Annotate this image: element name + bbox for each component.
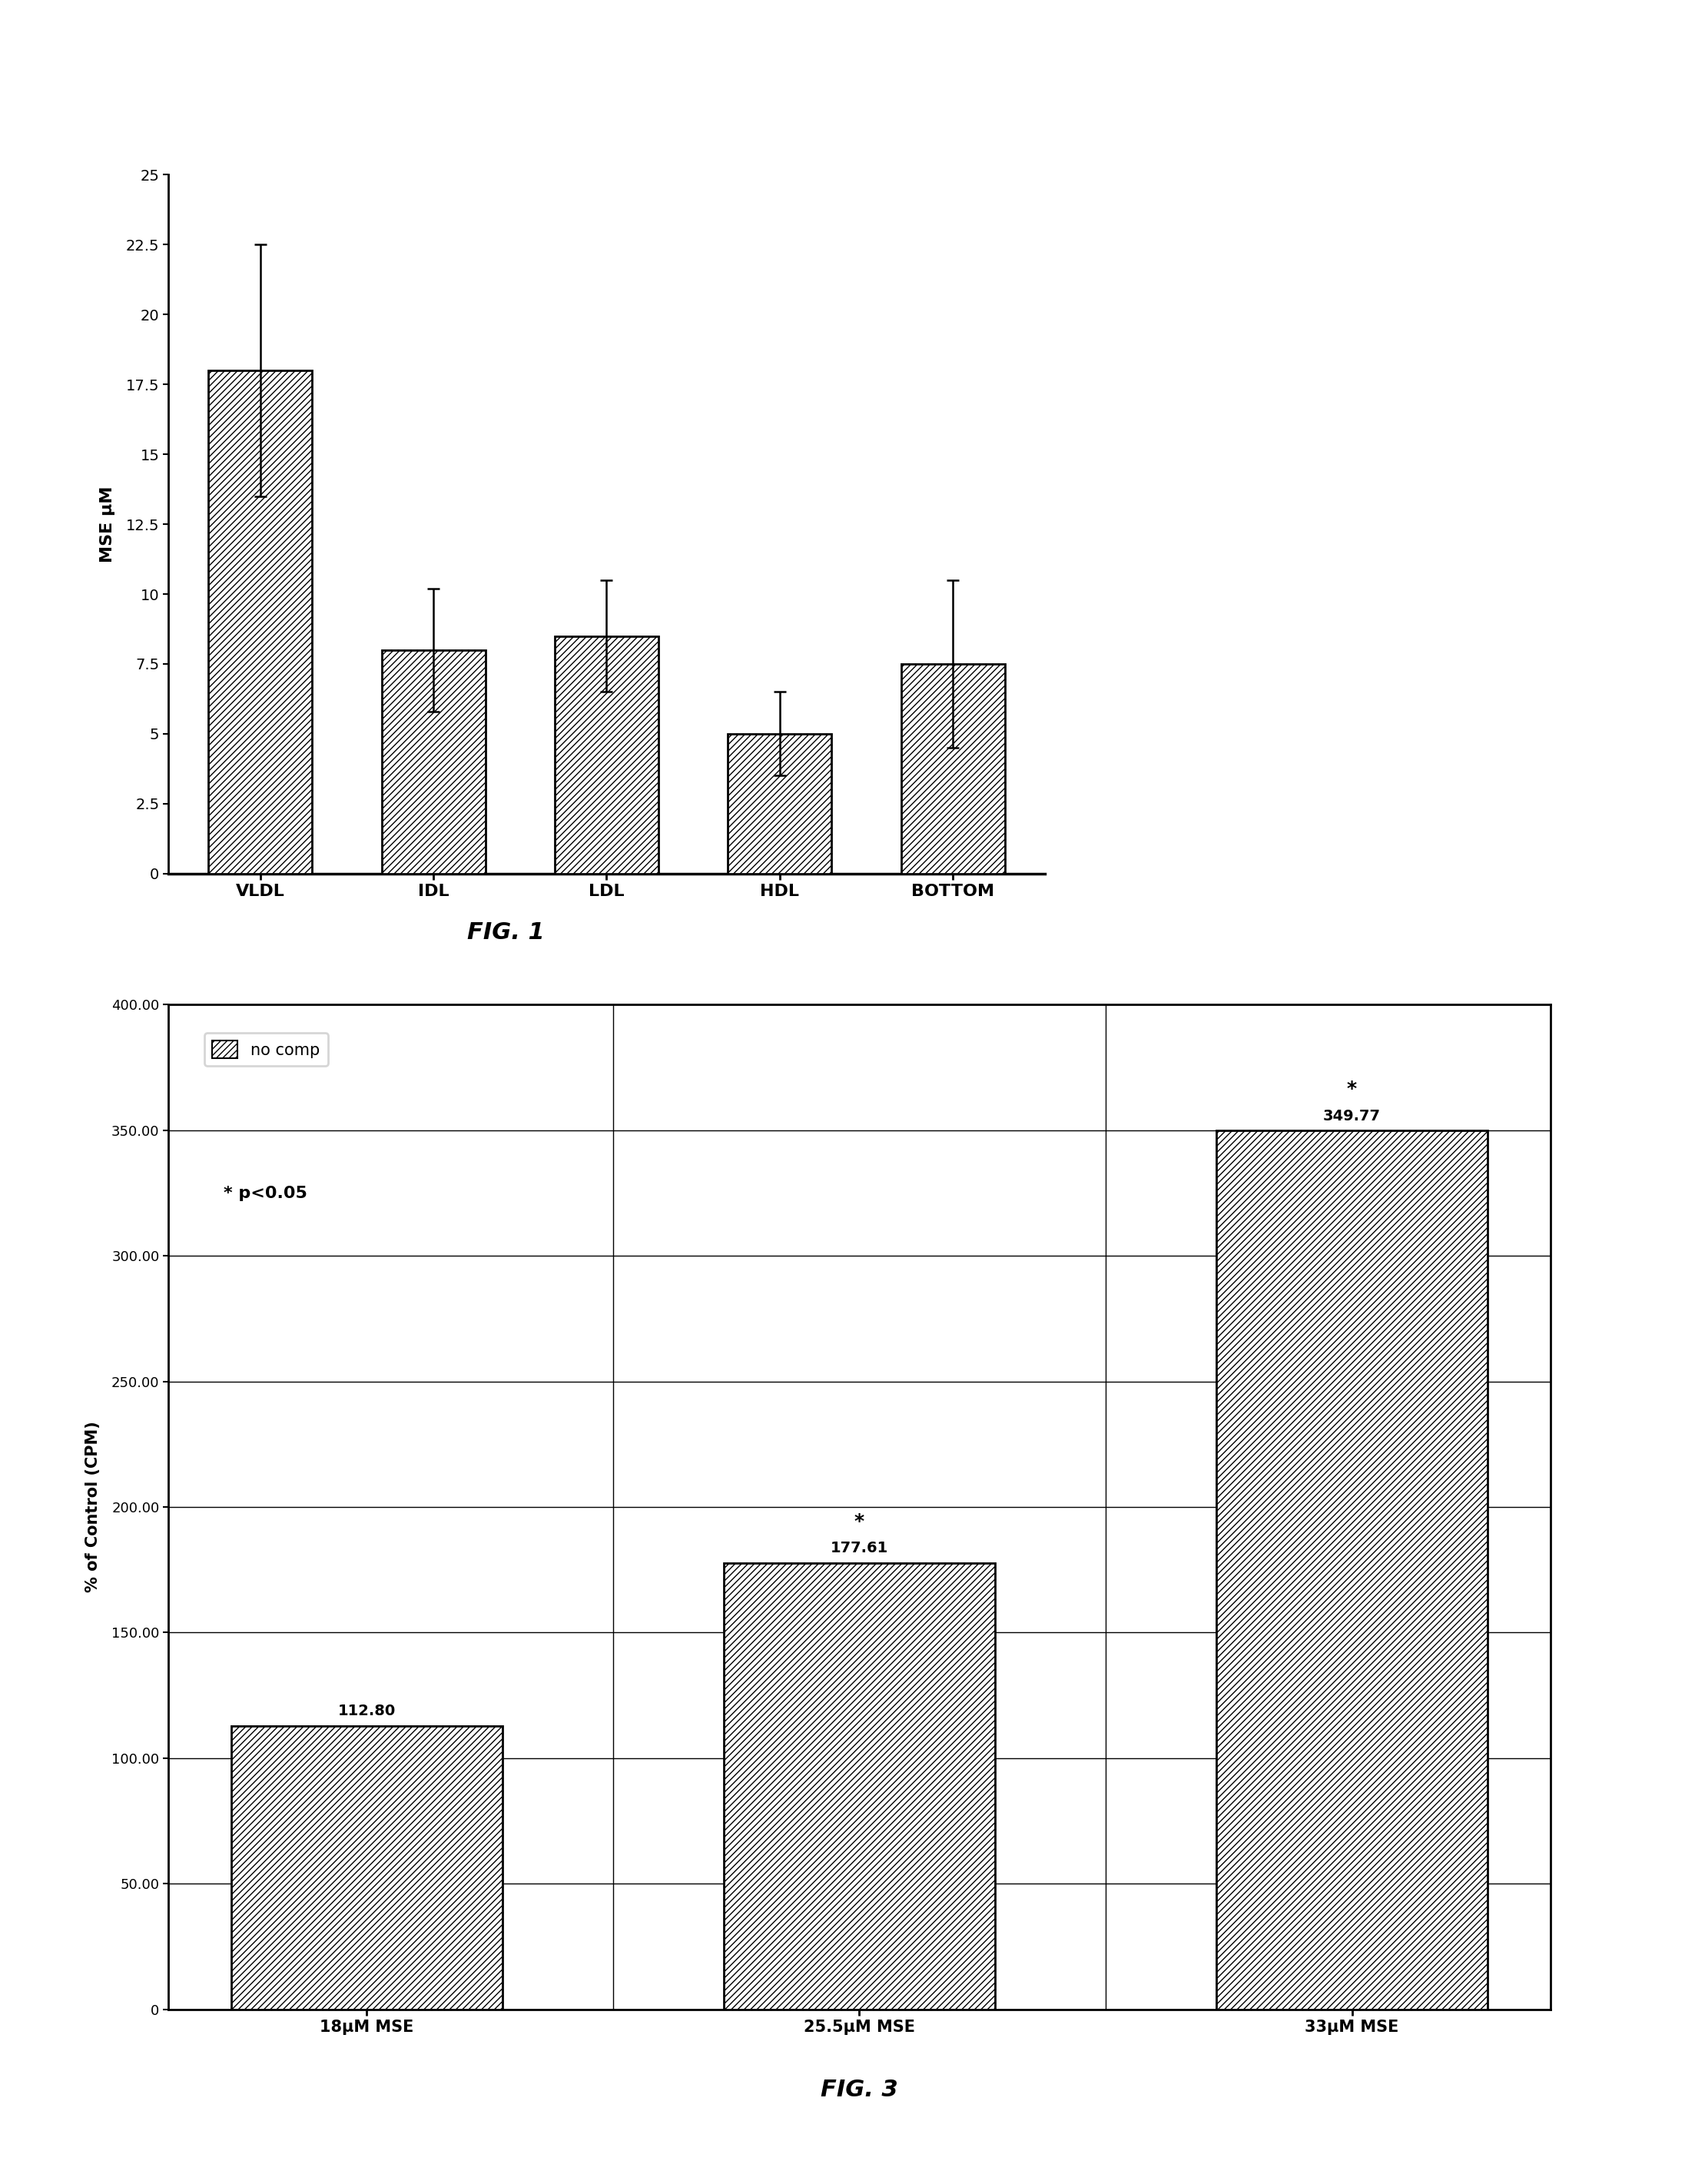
Text: *: * (854, 1511, 864, 1531)
Text: FIG. 3: FIG. 3 (821, 2079, 898, 2101)
Text: 177.61: 177.61 (831, 1542, 888, 1555)
Text: 112.80: 112.80 (339, 1704, 396, 1719)
Bar (901, 664, 1004, 874)
Bar (231, 1725, 502, 2009)
Bar (728, 734, 832, 874)
Y-axis label: MSE µM: MSE µM (99, 485, 115, 563)
Bar (209, 371, 312, 874)
Text: 349.77: 349.77 (1323, 1109, 1380, 1123)
Bar (725, 1564, 994, 2009)
Bar (381, 651, 485, 874)
Text: * p<0.05: * p<0.05 (224, 1186, 307, 1201)
Legend: no comp: no comp (204, 1033, 329, 1066)
Text: FIG. 1: FIG. 1 (467, 922, 544, 943)
Bar (554, 636, 659, 874)
Y-axis label: % of Control (CPM): % of Control (CPM) (86, 1422, 101, 1592)
Bar (1217, 1131, 1488, 2009)
Text: *: * (1346, 1079, 1356, 1099)
